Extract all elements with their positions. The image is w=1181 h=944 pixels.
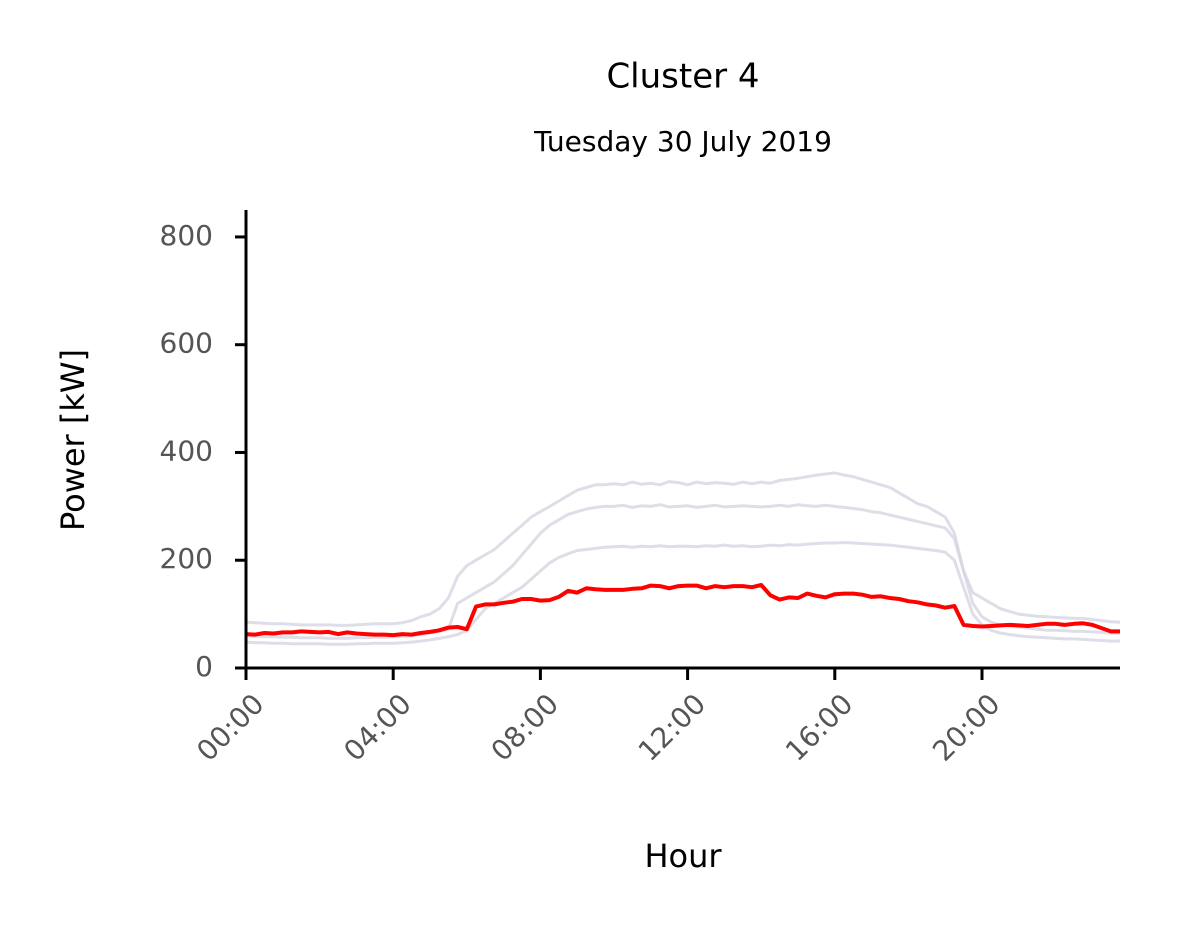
- x-tick-label: 20:00: [926, 687, 1006, 767]
- x-tick-label: 08:00: [485, 687, 565, 767]
- series-line: [245, 541, 1120, 646]
- y-tick-label: 600: [160, 327, 213, 360]
- chart-title: Cluster 4: [606, 57, 759, 97]
- y-axis-label: Power [kW]: [54, 349, 92, 531]
- x-axis-label: Hour: [644, 837, 722, 875]
- y-tick-label: 400: [160, 434, 213, 467]
- chart-subtitle: Tuesday 30 July 2019: [533, 125, 832, 158]
- y-tick-label: 800: [160, 219, 213, 252]
- y-tick-label: 200: [160, 542, 213, 575]
- series-line: [245, 503, 1121, 640]
- x-tick-label: 12:00: [632, 687, 712, 767]
- plot-area: [245, 471, 1121, 646]
- x-tick-label: 04:00: [337, 687, 417, 767]
- series-line: [245, 471, 1121, 627]
- series-line: [245, 583, 1120, 638]
- y-tick-label: 0: [195, 650, 213, 683]
- x-tick-label: 00:00: [190, 687, 270, 767]
- x-tick-label: 16:00: [779, 687, 859, 767]
